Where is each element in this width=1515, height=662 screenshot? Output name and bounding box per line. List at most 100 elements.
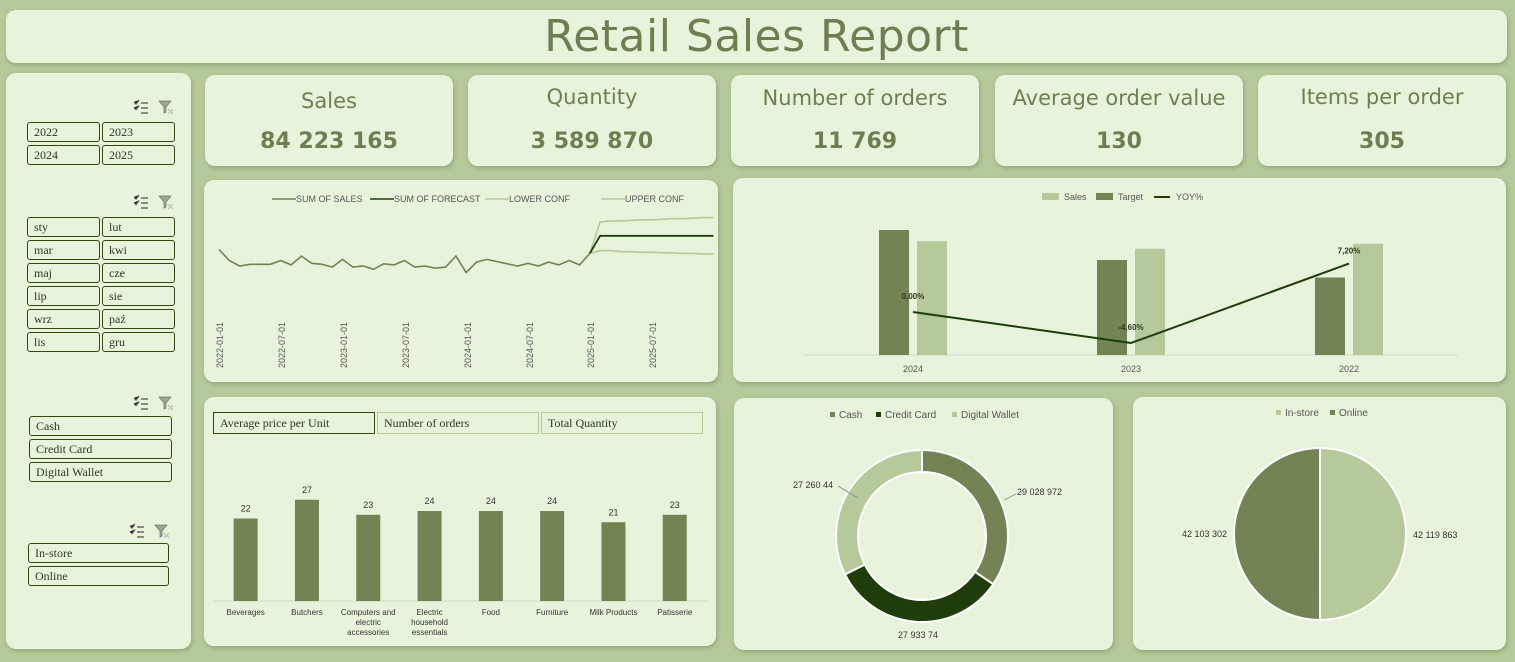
payment-chip-credit-card[interactable]: Credit Card <box>29 439 172 459</box>
x-tick-label: Butchers <box>291 608 323 617</box>
x-tick-label: 2024-01-01 <box>463 322 473 368</box>
month-chip-kwi[interactable]: kwi <box>102 240 175 260</box>
kpi-card-aov: Average order value 130 <box>995 75 1243 166</box>
bar-sales <box>917 241 947 355</box>
kpi-card-sales: Sales 84 223 165 <box>205 75 453 166</box>
clear-filter-icon[interactable] <box>158 395 174 411</box>
slice-data-label: 27 933 74 <box>898 630 938 640</box>
sales-target-chart-panel: Sales Target YOY% 2024 2023 2022 0,00% -4,60% 7,… <box>733 178 1506 382</box>
slice-data-label: 42 103 302 <box>1182 529 1227 539</box>
year-chip-2023[interactable]: 2023 <box>102 122 175 142</box>
x-tick-label: Furniture <box>536 608 569 617</box>
year-chip-2024[interactable]: 2024 <box>27 145 100 165</box>
donut-slice <box>921 448 1009 586</box>
category-bar <box>478 511 503 601</box>
tab-number-of-orders[interactable]: Number of orders <box>377 412 539 434</box>
month-chip-maj[interactable]: maj <box>27 263 100 283</box>
x-tick-label: Food <box>482 608 500 617</box>
payment-chip-cash[interactable]: Cash <box>29 416 172 436</box>
month-chip-gru[interactable]: gru <box>102 332 175 352</box>
year-chip-2022[interactable]: 2022 <box>27 122 100 142</box>
month-chip-lut[interactable]: lut <box>102 217 175 237</box>
clear-filter-icon[interactable] <box>158 194 174 210</box>
multi-select-icon[interactable] <box>132 395 150 411</box>
month-slicer-header <box>132 194 192 214</box>
legend-label: SUM OF FORECAST <box>394 194 481 204</box>
tab-average-price[interactable]: Average price per Unit <box>213 412 375 434</box>
forecast-line-chart: SUM OF SALES SUM OF FORECAST LOWER CONF UPP… <box>215 194 714 368</box>
bar-data-label: 24 <box>486 496 496 506</box>
kpi-card-orders: Number of orders 11 769 <box>731 75 979 166</box>
x-tick-label: Electric household essentials <box>411 608 448 637</box>
month-chip-lis[interactable]: lis <box>27 332 100 352</box>
kpi-label: Sales <box>301 89 357 113</box>
payment-slicer-header <box>132 395 192 415</box>
legend-label: Digital Wallet <box>961 410 1019 421</box>
bar-target <box>1315 277 1345 355</box>
leader-line <box>837 485 859 499</box>
month-chip-paz[interactable]: paź <box>102 309 175 329</box>
kpi-value: 130 <box>1096 129 1142 154</box>
payment-chip-digital-wallet[interactable]: Digital Wallet <box>29 462 172 482</box>
legend-label: Credit Card <box>885 410 936 421</box>
bar-data-label: 23 <box>363 500 373 510</box>
bar-sales <box>1135 248 1165 355</box>
multi-select-icon[interactable] <box>132 99 150 115</box>
month-chip-sty[interactable]: sty <box>27 217 100 237</box>
category-bar <box>356 514 381 601</box>
slice-data-label: 27 260 44 <box>793 480 833 490</box>
category-chart-panel: 22 Beverages 27 Butchers 23 Computers and elec… <box>204 397 716 646</box>
month-chip-sie[interactable]: sie <box>102 286 175 306</box>
slicer-sidebar: 2022 2023 2024 2025 sty lut mar kwi maj … <box>6 73 191 649</box>
category-bar <box>233 518 258 601</box>
bar-data-label: 27 <box>302 485 312 495</box>
x-tick-label: 2022-07-01 <box>277 322 287 368</box>
pie-slice-in-store <box>1233 446 1321 622</box>
legend-label: LOWER CONF <box>509 194 571 204</box>
bar-data-label: 23 <box>670 500 680 510</box>
year-chip-2025[interactable]: 2025 <box>102 145 175 165</box>
multi-select-icon[interactable] <box>128 523 146 539</box>
payment-donut-panel: Cash Credit Card Digital Wallet 29 028 972 2… <box>734 398 1113 650</box>
kpi-label: Items per order <box>1300 85 1464 109</box>
kpi-value: 84 223 165 <box>260 129 398 154</box>
x-tick-label: 2022-01-01 <box>215 322 225 368</box>
clear-filter-icon[interactable] <box>158 99 174 115</box>
month-chip-cze[interactable]: cze <box>102 263 175 283</box>
donut-slice <box>843 563 995 623</box>
legend-label: YOY% <box>1176 192 1203 202</box>
channel-pie-panel: In-store Online 42 103 302 42 119 863 <box>1133 397 1506 650</box>
yoy-data-label: 7,20% <box>1338 247 1361 256</box>
series-line-sales <box>218 248 591 274</box>
month-chip-mar[interactable]: mar <box>27 240 100 260</box>
x-tick-label: Computers and electric accessories <box>341 608 396 637</box>
month-chip-wrz[interactable]: wrz <box>27 309 100 329</box>
x-tick-label: 2023 <box>1121 364 1141 374</box>
clear-filter-icon[interactable] <box>154 523 170 539</box>
legend-swatch <box>876 412 881 417</box>
tab-total-quantity[interactable]: Total Quantity <box>541 412 703 434</box>
x-tick-label: Beverages <box>227 608 265 617</box>
category-bar-chart: 22 Beverages 27 Butchers 23 Computers and elec… <box>214 485 708 637</box>
channel-chip-in-store[interactable]: In-store <box>28 543 169 563</box>
legend-swatch <box>1276 410 1281 415</box>
multi-select-icon[interactable] <box>132 194 150 210</box>
channel-slicer-header <box>128 523 188 543</box>
legend-label: Target <box>1118 192 1144 202</box>
sales-target-combo-chart: Sales Target YOY% 2024 2023 2022 0,00% -4,60% 7,… <box>803 192 1458 374</box>
kpi-value: 305 <box>1359 129 1405 154</box>
forecast-chart-panel: SUM OF SALES SUM OF FORECAST LOWER CONF UPP… <box>204 180 718 382</box>
bar-data-label: 24 <box>425 496 435 506</box>
legend-swatch <box>1096 193 1113 200</box>
x-tick-label: 2025-07-01 <box>648 322 658 368</box>
legend-label: Cash <box>839 410 862 421</box>
x-tick-label: 2025-01-01 <box>586 322 596 368</box>
month-chip-lip[interactable]: lip <box>27 286 100 306</box>
legend-swatch <box>1042 193 1059 200</box>
channel-pie-chart: In-store Online 42 103 302 42 119 863 <box>1182 408 1457 622</box>
series-line-forecast <box>589 234 714 254</box>
bar-target <box>879 230 909 355</box>
channel-chip-online[interactable]: Online <box>28 566 169 586</box>
slice-data-label: 42 119 863 <box>1413 530 1457 540</box>
yoy-data-label: 0,00% <box>902 292 925 301</box>
